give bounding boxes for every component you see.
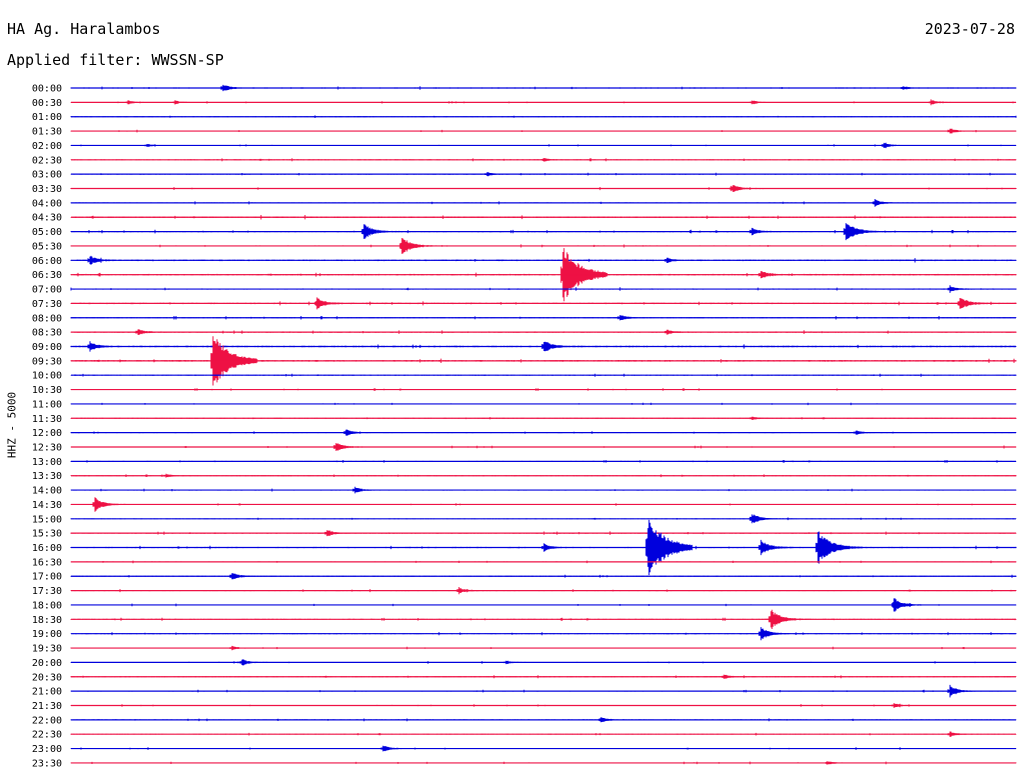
time-tick-label: 22:00 <box>32 715 62 726</box>
station-title: HA Ag. Haralambos <box>7 20 161 38</box>
time-tick-label: 18:30 <box>32 615 62 626</box>
time-tick-label: 07:00 <box>32 285 62 296</box>
time-tick-label: 12:30 <box>32 443 62 454</box>
time-tick-label: 15:30 <box>32 529 62 540</box>
time-tick-label: 20:30 <box>32 672 62 683</box>
time-tick-label: 03:00 <box>32 170 62 181</box>
time-tick-label: 23:30 <box>32 758 62 769</box>
time-tick-label: 13:30 <box>32 471 62 482</box>
time-tick-label: 18:00 <box>32 600 62 611</box>
time-tick-label: 17:30 <box>32 586 62 597</box>
time-tick-label: 04:30 <box>32 213 62 224</box>
time-tick-label: 16:30 <box>32 557 62 568</box>
time-tick-label: 05:30 <box>32 241 62 252</box>
time-tick-label: 21:30 <box>32 701 62 712</box>
time-tick-label: 00:30 <box>32 98 62 109</box>
time-tick-label: 10:30 <box>32 385 62 396</box>
time-tick-label: 01:00 <box>32 112 62 123</box>
filter-label: Applied filter: WWSSN-SP <box>7 51 224 69</box>
time-tick-label: 19:00 <box>32 629 62 640</box>
time-tick-label: 23:00 <box>32 744 62 755</box>
time-tick-label: 03:30 <box>32 184 62 195</box>
plot-date: 2023-07-28 <box>924 20 1015 38</box>
time-tick-label: 11:30 <box>32 414 62 425</box>
time-tick-label: 21:00 <box>32 687 62 698</box>
trace-group: 00:00 00:30 01:00 01:30 02:00 02:30 03:00 03:30… <box>32 84 1017 769</box>
time-tick-label: 00:00 <box>32 84 62 95</box>
time-tick-label: 08:30 <box>32 328 62 339</box>
time-tick-label: 09:30 <box>32 356 62 367</box>
time-tick-label: 22:30 <box>32 730 62 741</box>
time-tick-label: 14:30 <box>32 500 62 511</box>
time-tick-label: 07:30 <box>32 299 62 310</box>
time-tick-label: 16:00 <box>32 543 62 554</box>
time-tick-label: 02:00 <box>32 141 62 152</box>
time-tick-label: 19:30 <box>32 644 62 655</box>
time-tick-label: 10:00 <box>32 371 62 382</box>
time-tick-label: 01:30 <box>32 127 62 138</box>
time-tick-label: 14:00 <box>32 486 62 497</box>
time-tick-label: 04:00 <box>32 198 62 209</box>
time-tick-label: 02:30 <box>32 155 62 166</box>
time-tick-label: 11:00 <box>32 399 62 410</box>
time-tick-label: 20:00 <box>32 658 62 669</box>
time-tick-label: 17:00 <box>32 572 62 583</box>
time-tick-label: 05:00 <box>32 227 62 238</box>
time-tick-label: 09:00 <box>32 342 62 353</box>
time-tick-label: 06:30 <box>32 270 62 281</box>
time-tick-label: 12:00 <box>32 428 62 439</box>
time-tick-label: 06:00 <box>32 256 62 267</box>
time-tick-label: 13:00 <box>32 457 62 468</box>
time-tick-label: 08:00 <box>32 313 62 324</box>
time-tick-label: 15:00 <box>32 514 62 525</box>
